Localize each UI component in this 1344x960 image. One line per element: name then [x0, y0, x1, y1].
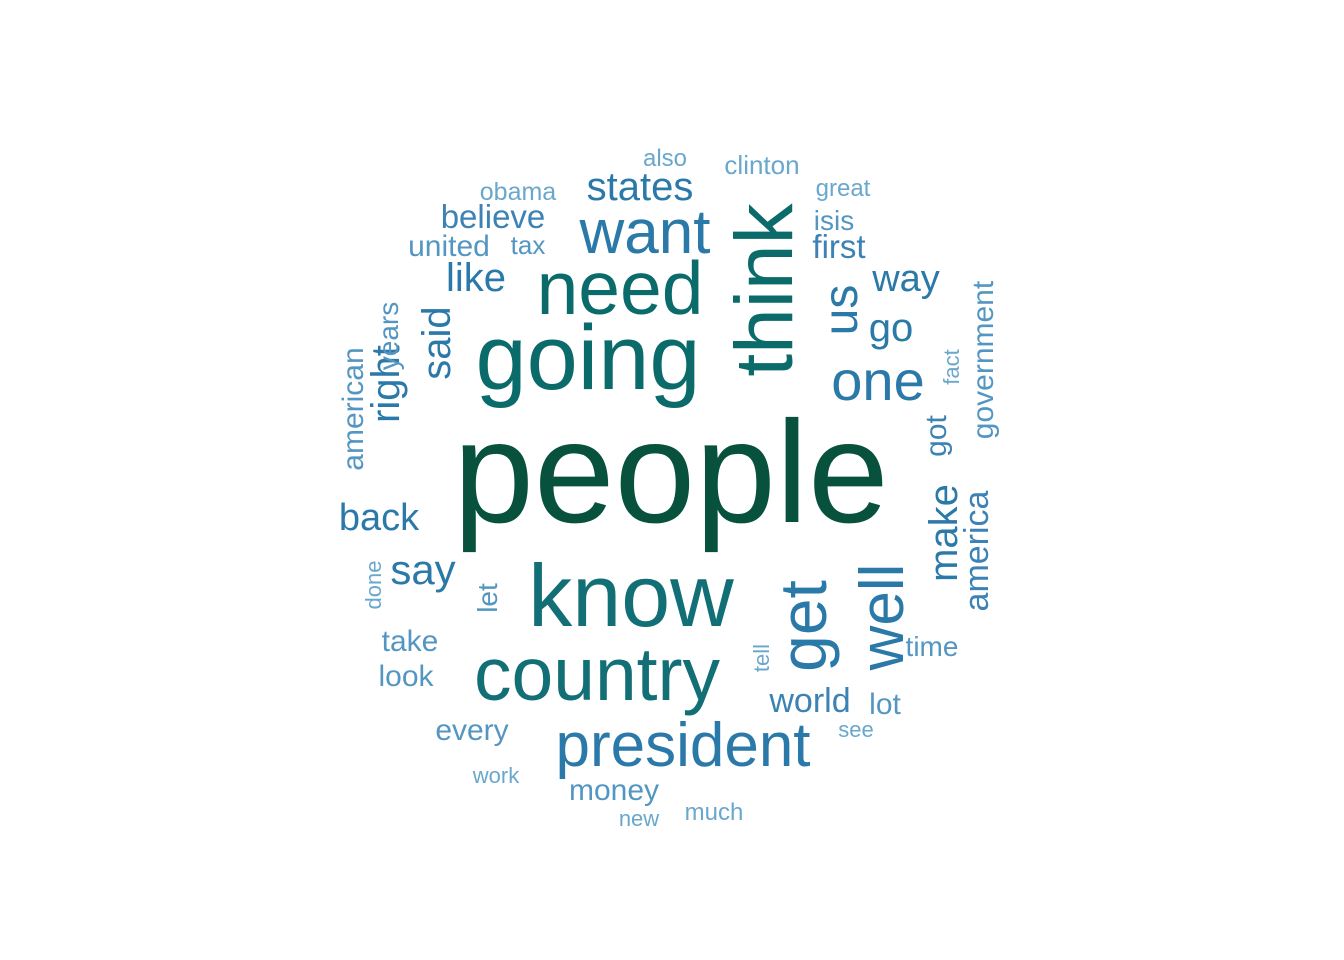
word-one: one [831, 349, 924, 412]
word-like: like [446, 256, 506, 300]
word-government: government [967, 280, 1000, 439]
word-money: money [569, 774, 659, 807]
word-got: got [920, 414, 953, 456]
word-years: years [373, 302, 404, 370]
word-tax: tax [511, 230, 546, 260]
word-go: go [869, 306, 914, 350]
word-right: right [364, 345, 408, 423]
word-much: much [685, 799, 744, 826]
word-back: back [339, 497, 420, 539]
word-lot: lot [869, 688, 901, 721]
word-every: every [435, 714, 508, 747]
word-new: new [619, 806, 659, 831]
word-way: way [871, 258, 940, 300]
word-fact: fact [939, 349, 964, 384]
word-country: country [474, 632, 720, 716]
word-let: let [472, 583, 503, 613]
word-people: people [453, 391, 888, 553]
word-president: president [555, 711, 810, 780]
word-tell: tell [749, 644, 774, 672]
word-clinton: clinton [724, 150, 799, 180]
word-states: states [587, 165, 694, 209]
word-make: make [922, 484, 966, 582]
word-isis: isis [814, 205, 854, 236]
word-obama: obama [480, 178, 557, 206]
word-well: well [848, 564, 917, 672]
word-work: work [472, 763, 520, 788]
word-said: said [415, 306, 459, 379]
word-world: world [768, 682, 850, 720]
word-america: america [958, 490, 996, 611]
word-believe: believe [441, 198, 546, 235]
word-get: get [766, 580, 840, 672]
word-see: see [838, 717, 873, 742]
word-united: united [408, 230, 490, 263]
word-say: say [390, 546, 455, 593]
word-great: great [816, 175, 871, 202]
word-want: want [579, 198, 711, 267]
word-know: know [528, 546, 734, 645]
word-time: time [906, 631, 959, 662]
word-look: look [378, 660, 434, 693]
word-need: need [537, 246, 704, 330]
word-also: also [643, 145, 687, 172]
word-think: think [719, 202, 810, 376]
word-going: going [475, 307, 700, 409]
word-first: first [812, 228, 865, 265]
word-us: us [815, 285, 868, 336]
word-american: american [337, 347, 370, 470]
word-take: take [382, 625, 439, 658]
word-done: done [361, 561, 386, 610]
